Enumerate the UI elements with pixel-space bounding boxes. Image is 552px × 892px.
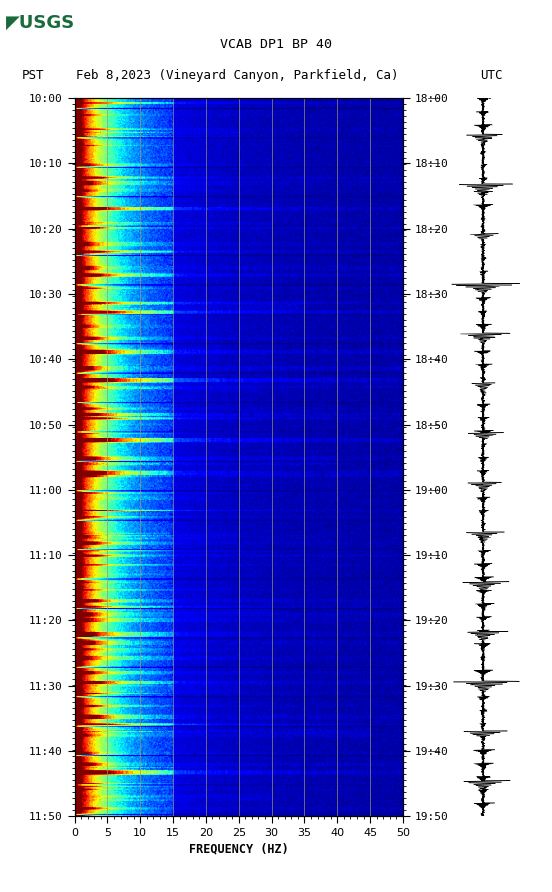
Text: ◤USGS: ◤USGS [6,13,75,31]
X-axis label: FREQUENCY (HZ): FREQUENCY (HZ) [189,842,289,855]
Text: PST: PST [22,70,45,82]
Text: Feb 8,2023 (Vineyard Canyon, Parkfield, Ca): Feb 8,2023 (Vineyard Canyon, Parkfield, … [76,70,399,82]
Text: VCAB DP1 BP 40: VCAB DP1 BP 40 [220,38,332,51]
Text: UTC: UTC [480,70,503,82]
